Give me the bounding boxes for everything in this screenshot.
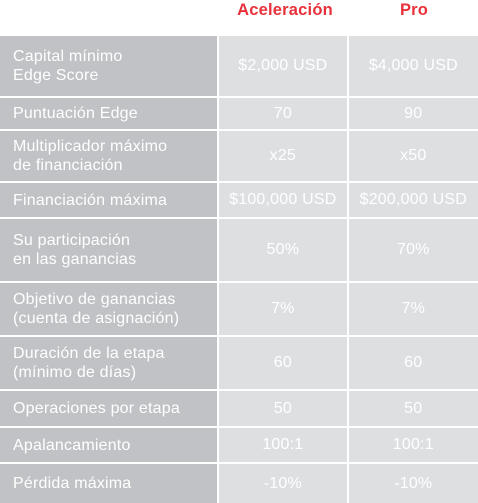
value-pro: 50 [348, 391, 478, 426]
value-aceleracion: $2,000 USD [219, 36, 347, 96]
plan-header-pro: Pro [399, 1, 429, 19]
table-row: Capital mínimo Edge Score $2,000 USD $4,… [0, 36, 478, 96]
table-row: Duración de la etapa (mínimo de días) 60… [0, 337, 478, 389]
row-label: Puntuación Edge [0, 98, 218, 129]
row-label: Apalancamiento [0, 428, 218, 462]
value-aceleracion: 50 [219, 391, 347, 426]
plan-header-row: Aceleración Pro [0, 0, 478, 36]
value-pro: 60 [348, 337, 478, 389]
table-row: Operaciones por etapa 50 50 [0, 391, 478, 426]
value-aceleracion: $100,000 USD [219, 183, 347, 217]
value-pro: $4,000 USD [348, 36, 478, 96]
row-label: Operaciones por etapa [0, 391, 218, 426]
value-aceleracion: 100:1 [219, 428, 347, 462]
table-row: Su participación en las ganancias 50% 70… [0, 219, 478, 281]
value-pro: 100:1 [348, 428, 478, 462]
table-row: Pérdida máxima -10% -10% [0, 464, 478, 503]
plan-header-aceleracion: Aceleración [237, 1, 333, 19]
value-aceleracion: 50% [219, 219, 347, 281]
table-row: Objetivo de ganancias (cuenta de asignac… [0, 283, 478, 335]
value-aceleracion: -10% [219, 464, 347, 503]
value-pro: 90 [348, 98, 478, 129]
row-label: Pérdida máxima [0, 464, 218, 503]
table-row: Financiación máxima $100,000 USD $200,00… [0, 183, 478, 217]
row-label: Duración de la etapa (mínimo de días) [0, 337, 218, 389]
value-aceleracion: 70 [219, 98, 347, 129]
value-pro: 70% [348, 219, 478, 281]
value-pro: $200,000 USD [348, 183, 478, 217]
value-aceleracion: 60 [219, 337, 347, 389]
row-label: Objetivo de ganancias (cuenta de asignac… [0, 283, 218, 335]
value-aceleracion: x25 [219, 131, 347, 181]
table-row: Puntuación Edge 70 90 [0, 98, 478, 129]
row-label: Capital mínimo Edge Score [0, 36, 218, 96]
value-pro: x50 [348, 131, 478, 181]
value-pro: -10% [348, 464, 478, 503]
table-row: Apalancamiento 100:1 100:1 [0, 428, 478, 462]
row-label: Financiación máxima [0, 183, 218, 217]
row-label: Su participación en las ganancias [0, 219, 218, 281]
table-row: Multiplicador máximo de financiación x25… [0, 131, 478, 181]
value-aceleracion: 7% [219, 283, 347, 335]
value-pro: 7% [348, 283, 478, 335]
row-label: Multiplicador máximo de financiación [0, 131, 218, 181]
